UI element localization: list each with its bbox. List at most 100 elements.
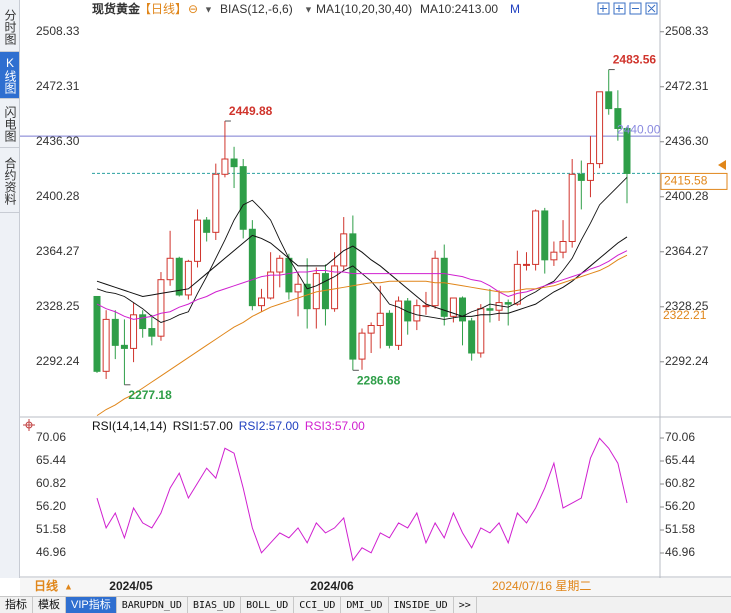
last-price-label: 2415.58 <box>664 174 708 188</box>
candle-body <box>340 233 348 267</box>
candle-body <box>486 308 494 311</box>
indicator-tab[interactable]: DMI_UD <box>341 597 389 613</box>
y-tick-label: 2436.30 <box>665 134 709 148</box>
candle-body <box>331 265 339 310</box>
dropdown[interactable]: ▼ <box>304 4 313 14</box>
y-tick-label: 60.82 <box>36 476 66 490</box>
y-tick-label: 2508.33 <box>36 24 80 38</box>
indicator-bias[interactable]: BIAS(12,-6,6) <box>220 2 293 16</box>
indicator-tab[interactable]: BARUPDN_UD <box>117 597 188 613</box>
candle-body <box>395 300 403 346</box>
y-tick-label: 46.96 <box>36 545 66 559</box>
candle-body <box>267 271 275 299</box>
candle-body <box>120 344 128 349</box>
candle-body <box>139 314 147 330</box>
time-axis-bg <box>20 578 731 596</box>
candle-body <box>166 257 174 281</box>
candle-body <box>605 91 613 110</box>
candle-body <box>559 240 567 253</box>
candle-body <box>449 297 457 317</box>
candle-body <box>367 324 375 334</box>
candle-body <box>413 305 421 322</box>
candle-body <box>614 108 622 129</box>
candle-body <box>157 279 165 337</box>
candle-body <box>623 127 631 174</box>
y-tick-label: 70.06 <box>665 430 695 444</box>
candle-body <box>294 283 302 293</box>
x-tick-label: 2024/06 <box>310 579 354 593</box>
indicator-tab[interactable]: VIP指标 <box>66 597 117 613</box>
rsi-title: RSI(14,14,14) <box>92 419 167 433</box>
ma-more[interactable]: M <box>510 2 520 16</box>
indicator-tab[interactable]: >> <box>454 597 477 613</box>
candle-body <box>230 158 238 168</box>
candle-body <box>586 163 594 181</box>
header: 现货黄金 【日线】 ⊖ ▼ BIAS(12,-6,6) ▼ MA1(10,20,… <box>92 1 520 16</box>
y-tick-label: 2292.24 <box>665 354 709 368</box>
rsi-line <box>96 437 628 562</box>
y-tick-label: 2400.28 <box>665 189 709 203</box>
indicator-tabs: 指标 模板 VIP指标 BARUPDN_UD BIAS_UD BOLL_UD CCI_UD D… <box>0 596 731 613</box>
candle-body <box>541 210 549 261</box>
candle-body <box>221 158 229 175</box>
candle-body <box>175 257 183 296</box>
candle-body <box>376 312 384 326</box>
price-line-label: 2440.00 <box>617 122 661 136</box>
candle-body <box>148 328 156 337</box>
candle-body <box>111 318 119 346</box>
candle-body <box>385 312 393 346</box>
side-tab[interactable]: 合约资料 <box>0 150 19 213</box>
ma-line <box>96 234 628 317</box>
side-tab[interactable]: 闪电图 <box>0 101 19 148</box>
x-tick-label: 2024/05 <box>109 579 153 593</box>
ma-line <box>96 254 628 417</box>
indicator-tab[interactable]: BIAS_UD <box>188 597 242 613</box>
y-tick-label: 65.44 <box>665 453 695 467</box>
y-tick-label: 56.20 <box>36 499 66 513</box>
candle-body <box>577 173 585 181</box>
indicator-ma[interactable]: MA1(10,20,30,40) <box>316 2 412 16</box>
y-tick-label: 2400.28 <box>36 189 80 203</box>
y-tick-label: 2472.31 <box>36 79 80 93</box>
candle-body <box>130 314 138 349</box>
last-price-box <box>660 172 728 190</box>
candle-body <box>568 173 576 242</box>
icon-collapse[interactable]: ⊖ <box>188 2 198 16</box>
extreme-label: 2449.88 <box>229 104 273 118</box>
indicator-tab[interactable]: CCI_UD <box>294 597 342 613</box>
candle-body <box>102 318 110 372</box>
rsi-icon[interactable] <box>23 419 35 431</box>
ma-line <box>96 250 628 320</box>
candle-body <box>184 260 192 296</box>
rsi-title: RSI3:57.00 <box>305 419 365 433</box>
candle-body <box>212 173 220 233</box>
y-tick-label: 2328.25 <box>665 299 709 313</box>
side-tab[interactable]: K线图 <box>0 52 19 99</box>
last-price-pointer <box>718 160 726 170</box>
candle-body <box>513 263 521 305</box>
y-tick-label: 2364.27 <box>665 244 709 258</box>
indicator-tab[interactable]: BOLL_UD <box>241 597 295 613</box>
footer-period: 日线 <box>34 578 58 593</box>
side-tab[interactable]: 分时图 <box>0 3 19 52</box>
y-tick-label: 51.58 <box>36 522 66 536</box>
candle-body <box>203 219 211 233</box>
candle-body <box>440 257 448 317</box>
candle-body <box>468 320 476 354</box>
y-tick-label: 56.20 <box>665 499 695 513</box>
candle-body <box>504 302 512 305</box>
dropdown[interactable]: ▼ <box>204 4 213 14</box>
candle-body <box>522 263 530 266</box>
indicator-tab[interactable]: 模板 <box>33 597 66 613</box>
candle-body <box>285 257 293 293</box>
candle-body <box>257 297 265 307</box>
toolbar-icons[interactable] <box>597 2 658 15</box>
indicator-tab[interactable]: INSIDE_UD <box>389 597 454 613</box>
extreme-label: 2483.56 <box>613 53 657 67</box>
y-tick-label: 2364.27 <box>36 244 80 258</box>
y-tick-label: 65.44 <box>36 453 66 467</box>
y-tick-label: 2472.31 <box>665 79 709 93</box>
instrument: 现货黄金 <box>92 1 141 16</box>
indicator-tab[interactable]: 指标 <box>0 597 33 613</box>
